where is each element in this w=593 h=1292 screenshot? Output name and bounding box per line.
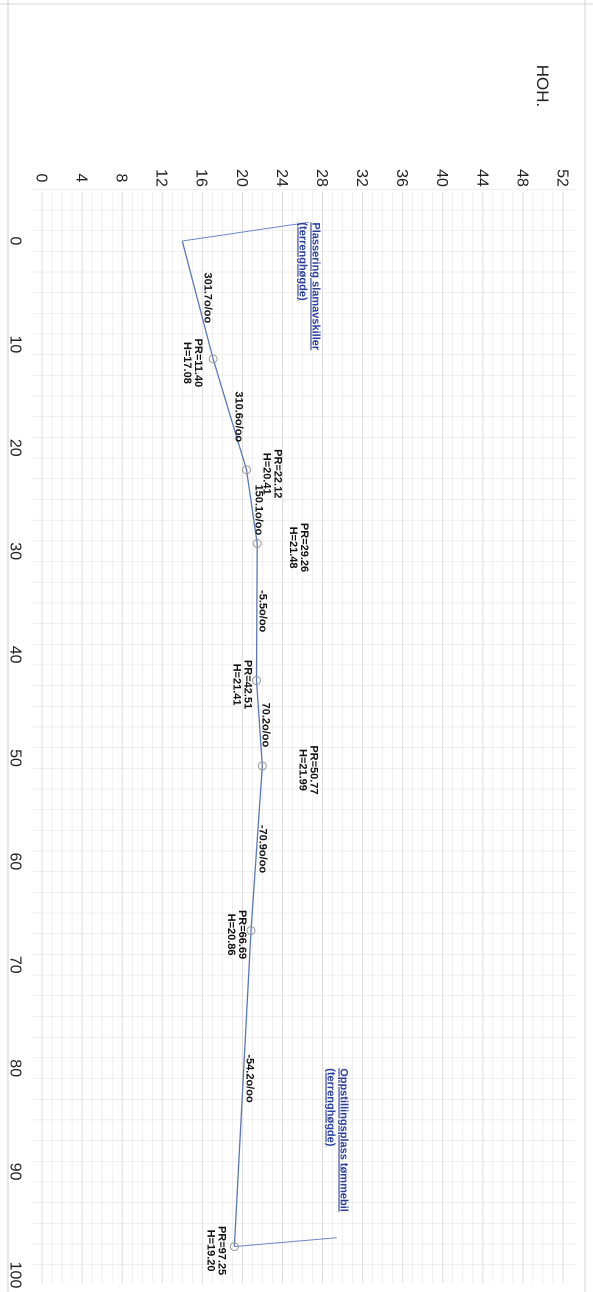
profile-tick-label: 90: [6, 1163, 23, 1181]
profile-point-marker: [252, 676, 262, 686]
profile-tick-label: 40: [6, 646, 23, 664]
annotation-leader: [182, 221, 309, 242]
height-tick-label: 4: [72, 174, 89, 183]
profile-tick-label: 30: [6, 542, 23, 560]
series: [181, 221, 337, 1252]
profile-tick-label: 70: [6, 956, 23, 974]
annotation-text: (terrenghøgde): [297, 222, 309, 301]
labels: Plassering slamavskiller(terrenghøgde)Op…: [181, 222, 349, 1275]
profile-point-marker: [246, 926, 256, 936]
point-label-pr: PR=22.12: [271, 449, 283, 498]
profile-tick-label: 60: [6, 853, 23, 871]
slope-label: -54.2o/oo: [243, 1054, 255, 1103]
height-tick-label: 32: [353, 169, 370, 187]
point-label-h: H=20.86: [225, 914, 237, 956]
height-tick-label: 24: [273, 169, 290, 187]
profile-tick-label: 100: [6, 1262, 23, 1289]
height-tick-label: 28: [313, 169, 330, 187]
profile-tick-label: 10: [6, 336, 23, 354]
slope-label: -5.5o/oo: [256, 590, 268, 632]
point-label-pr: PR=29.26: [298, 523, 310, 572]
point-label-pr: PR=97.25: [215, 1226, 227, 1275]
profile-line: [181, 240, 263, 1247]
height-tick-label: 12: [153, 169, 170, 187]
height-tick-label: 8: [113, 174, 130, 183]
height-tick-label: 48: [513, 169, 530, 187]
profile-tick-label: 20: [6, 439, 23, 457]
annotation-text: Oppstillingsplass tømmebil: [338, 1068, 350, 1212]
profile-tick-label: 50: [6, 749, 23, 767]
profile-tick-label: 0: [6, 237, 23, 246]
profile-point-marker: [241, 465, 251, 475]
height-tick-label: 36: [393, 169, 410, 187]
point-label-h: H=21.41: [231, 664, 243, 706]
axes: 0 4 8 12 16 20 24 28 32 36 40 44 48 52010203040506070…: [6, 65, 570, 1289]
slope-label: 70.2o/oo: [259, 703, 271, 748]
height-tick-label: 0: [32, 174, 49, 183]
point-label-h: H=21.99: [296, 749, 308, 791]
height-tick-label: 40: [433, 169, 450, 187]
point-label-pr: PR=50.77: [307, 745, 319, 794]
annotation-text: Plassering slamavskiller: [310, 222, 322, 351]
height-tick-label: 44: [473, 169, 490, 187]
height-tick-label: 52: [553, 169, 570, 187]
y-axis-label: HOH.: [533, 65, 552, 108]
height-tick-label: 20: [233, 169, 250, 187]
point-label-pr: PR=11.40: [192, 339, 204, 388]
profile-point-marker: [257, 761, 267, 771]
slope-label: 310.6o/oo: [232, 391, 244, 442]
point-label-h: H=19.20: [204, 1230, 216, 1272]
point-label-pr: PR=66.69: [236, 910, 248, 959]
profile-point-marker: [208, 354, 218, 364]
point-label-h: H=17.08: [181, 342, 193, 384]
profile-tick-label: 80: [6, 1059, 23, 1077]
slope-label: 150.1o/oo: [252, 484, 264, 535]
point-label-h: H=21.48: [287, 527, 299, 569]
annotation-text: (terrenghøgde): [325, 1068, 337, 1147]
height-tick-label: 16: [193, 169, 210, 187]
profile-point-marker: [252, 539, 262, 549]
point-label-h: H=20.41: [260, 453, 272, 495]
slope-label: -70.9o/oo: [256, 825, 268, 874]
annotation-leader: [234, 1237, 337, 1248]
slope-label: 301.7o/oo: [201, 272, 213, 323]
point-label-pr: PR=42.51: [242, 660, 254, 709]
